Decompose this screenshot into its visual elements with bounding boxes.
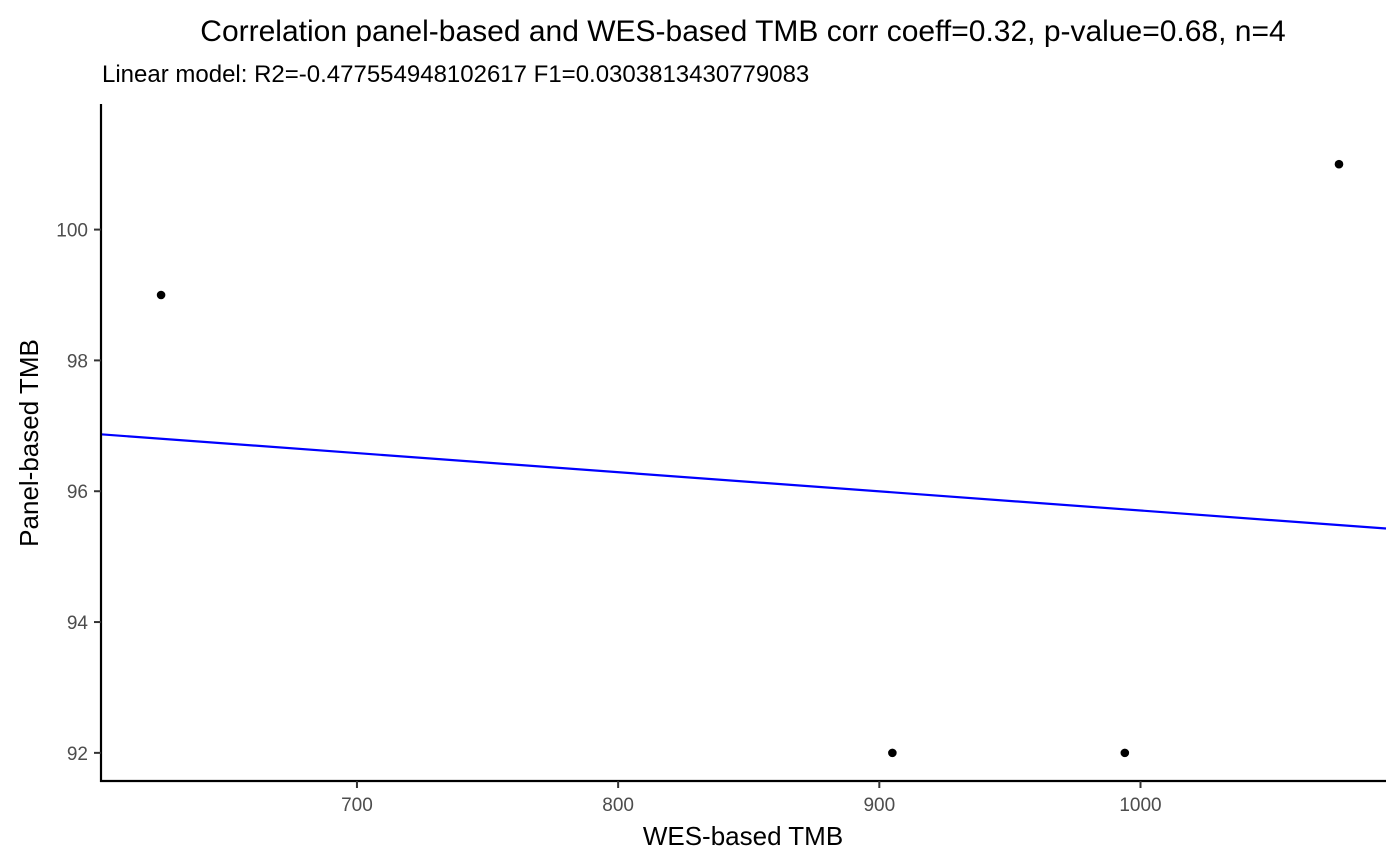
chart-title: Correlation panel-based and WES-based TM…	[200, 15, 1285, 48]
data-point-4	[1334, 159, 1344, 169]
y-tick-label-98: 98	[67, 351, 88, 372]
data-point-3	[1120, 748, 1130, 758]
data-point-2	[888, 748, 897, 758]
chart-header: Correlation panel-based and WES-based TM…	[102, 15, 1286, 88]
x-axis-ticks: 700 800 900 1000	[341, 781, 1162, 816]
axes	[99, 104, 1386, 783]
x-tick-label-800: 800	[602, 795, 634, 816]
x-axis-label: WES-based TMB	[643, 821, 843, 851]
x-tick-label-900: 900	[863, 795, 895, 816]
y-tick-label-92: 92	[67, 744, 88, 765]
y-tick-label-96: 96	[67, 482, 88, 503]
data-point-1	[156, 290, 166, 300]
y-tick-label-94: 94	[67, 613, 89, 634]
x-tick-label-700: 700	[341, 795, 373, 816]
y-tick-label-100: 100	[56, 221, 88, 242]
y-axis-ticks: 92 94 96 98 100	[56, 221, 101, 765]
y-axis-label: Panel-based TMB	[14, 339, 44, 547]
plot-area	[100, 159, 1387, 758]
chart-subtitle: Linear model: R2=-0.477554948102617 F1=0…	[102, 61, 809, 88]
regression-line	[100, 433, 1387, 530]
x-tick-label-1000: 1000	[1119, 795, 1161, 816]
